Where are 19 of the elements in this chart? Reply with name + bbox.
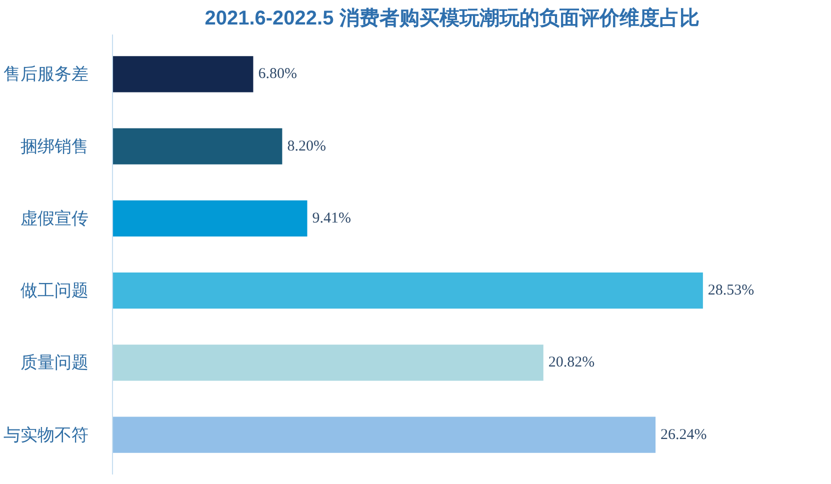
data-label: 8.20% [287,138,326,154]
data-label: 28.53% [708,282,754,299]
chart-title: 2021.6-2022.5 消费者购买模玩潮玩的负面评价维度占比 [204,6,700,30]
y-tick-label: 做工问题 [20,281,88,300]
y-tick-label: 售后服务差 [4,64,88,84]
y-tick-label: 与实物不符 [4,425,88,444]
bar [112,56,254,92]
data-label: 26.24% [660,426,707,443]
bar [112,344,544,381]
y-tick-label: 捆绑销售 [20,136,88,156]
data-label: 9.41% [312,210,351,226]
data-label: 6.80% [258,66,297,82]
y-tick-label: 质量问题 [20,353,88,372]
bar [112,416,656,453]
bar [112,128,282,164]
y-tick-label: 虚假宣传 [20,208,88,228]
bar [112,272,703,309]
data-label: 20.82% [548,354,595,371]
bar [112,200,308,236]
